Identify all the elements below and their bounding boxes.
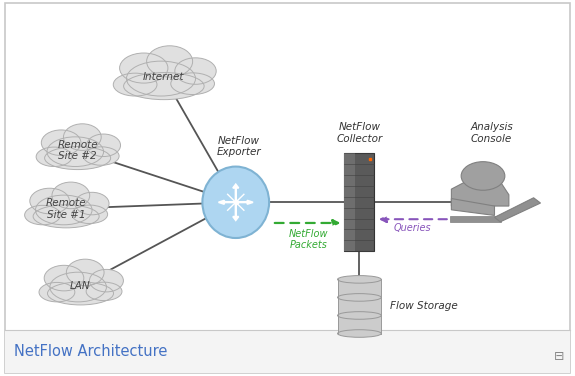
Polygon shape	[451, 199, 494, 215]
Bar	[344, 153, 355, 251]
Text: Analysis
Console: Analysis Console	[470, 123, 513, 144]
Text: NetFlow
Collector: NetFlow Collector	[336, 123, 382, 144]
Ellipse shape	[87, 134, 121, 156]
Ellipse shape	[52, 182, 90, 209]
FancyArrow shape	[233, 202, 239, 220]
Ellipse shape	[63, 124, 101, 150]
Ellipse shape	[147, 46, 193, 77]
Ellipse shape	[47, 137, 104, 167]
Text: NetFlow
Packets: NetFlow Packets	[289, 229, 329, 250]
Ellipse shape	[45, 147, 110, 170]
Circle shape	[461, 162, 505, 190]
Polygon shape	[451, 182, 509, 206]
Ellipse shape	[202, 167, 269, 238]
Text: Remote
Site #2: Remote Site #2	[58, 140, 98, 161]
Text: NetFlow
Exporter: NetFlow Exporter	[216, 136, 261, 157]
Text: Internet: Internet	[143, 72, 185, 82]
Ellipse shape	[50, 272, 106, 302]
Bar	[338, 279, 381, 297]
Text: Flow Storage: Flow Storage	[390, 302, 458, 311]
Bar	[338, 315, 381, 334]
Text: NetFlow Architecture: NetFlow Architecture	[14, 344, 168, 359]
FancyArrow shape	[236, 200, 253, 204]
Ellipse shape	[338, 294, 381, 301]
Ellipse shape	[120, 53, 168, 83]
Ellipse shape	[338, 276, 381, 283]
Ellipse shape	[83, 147, 119, 165]
Ellipse shape	[36, 147, 72, 167]
Polygon shape	[494, 198, 540, 222]
Text: ⊟: ⊟	[554, 350, 564, 363]
Ellipse shape	[25, 205, 60, 225]
Ellipse shape	[86, 282, 122, 300]
Ellipse shape	[66, 259, 104, 286]
FancyArrow shape	[233, 184, 239, 202]
FancyArrow shape	[218, 200, 236, 204]
Ellipse shape	[338, 312, 381, 319]
Ellipse shape	[124, 73, 204, 100]
Text: Remote
Site #1: Remote Site #1	[46, 198, 86, 220]
Ellipse shape	[39, 282, 75, 302]
Text: LAN: LAN	[70, 281, 91, 291]
Ellipse shape	[175, 58, 216, 84]
Bar	[344, 153, 374, 251]
Ellipse shape	[44, 265, 84, 291]
Bar	[450, 216, 501, 222]
Ellipse shape	[90, 269, 124, 292]
Ellipse shape	[75, 192, 109, 215]
Ellipse shape	[338, 330, 381, 337]
Bar	[338, 297, 381, 315]
Ellipse shape	[126, 61, 196, 96]
Text: Queries: Queries	[394, 223, 432, 233]
Ellipse shape	[41, 130, 81, 156]
Ellipse shape	[48, 282, 113, 305]
Bar	[5, 330, 570, 373]
Ellipse shape	[33, 205, 99, 228]
Ellipse shape	[72, 205, 108, 223]
Ellipse shape	[36, 195, 92, 225]
Ellipse shape	[113, 73, 157, 96]
Ellipse shape	[30, 188, 70, 214]
Ellipse shape	[171, 73, 214, 94]
